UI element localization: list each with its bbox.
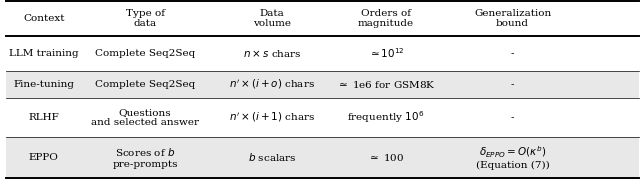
Text: $\delta_{EPPO} = O(\kappa^{b})$
(Equation (7)): $\delta_{EPPO} = O(\kappa^{b})$ (Equatio…: [476, 144, 550, 170]
Text: $\simeq$ 100: $\simeq$ 100: [367, 152, 404, 163]
Text: Data
volume: Data volume: [253, 9, 291, 28]
Text: Context: Context: [23, 14, 65, 23]
Text: -: -: [511, 80, 515, 89]
Text: $n \times s$ chars: $n \times s$ chars: [243, 48, 301, 59]
Text: frequently $10^{6}$: frequently $10^{6}$: [348, 110, 424, 125]
Text: $\simeq$ 1e6 for GSM8K: $\simeq$ 1e6 for GSM8K: [336, 79, 436, 90]
Text: Generalization
bound: Generalization bound: [474, 9, 551, 28]
Text: $b$ scalars: $b$ scalars: [248, 151, 296, 163]
Text: EPPO: EPPO: [29, 153, 59, 162]
Bar: [6, 71, 639, 98]
Text: Scores of $b$
pre-prompts: Scores of $b$ pre-prompts: [113, 146, 178, 169]
Text: LLM training: LLM training: [9, 49, 79, 58]
Text: Orders of
magnitude: Orders of magnitude: [358, 9, 414, 28]
Text: -: -: [511, 49, 515, 58]
Bar: [6, 36, 639, 71]
Text: Complete Seq2Seq: Complete Seq2Seq: [95, 80, 195, 89]
Text: Questions
and selected answer: Questions and selected answer: [91, 108, 199, 127]
Text: Complete Seq2Seq: Complete Seq2Seq: [95, 49, 195, 58]
Bar: [6, 98, 639, 137]
Text: Type of
data: Type of data: [125, 9, 164, 28]
Text: $\simeq 10^{12}$: $\simeq 10^{12}$: [367, 47, 404, 61]
Bar: [6, 137, 639, 178]
Bar: [6, 1, 639, 36]
Text: RLHF: RLHF: [28, 113, 59, 122]
Text: $n' \times (i+1)$ chars: $n' \times (i+1)$ chars: [228, 111, 315, 124]
Text: $n' \times (i+o)$ chars: $n' \times (i+o)$ chars: [229, 78, 315, 91]
Text: Fine-tuning: Fine-tuning: [13, 80, 74, 89]
Text: -: -: [511, 113, 515, 122]
